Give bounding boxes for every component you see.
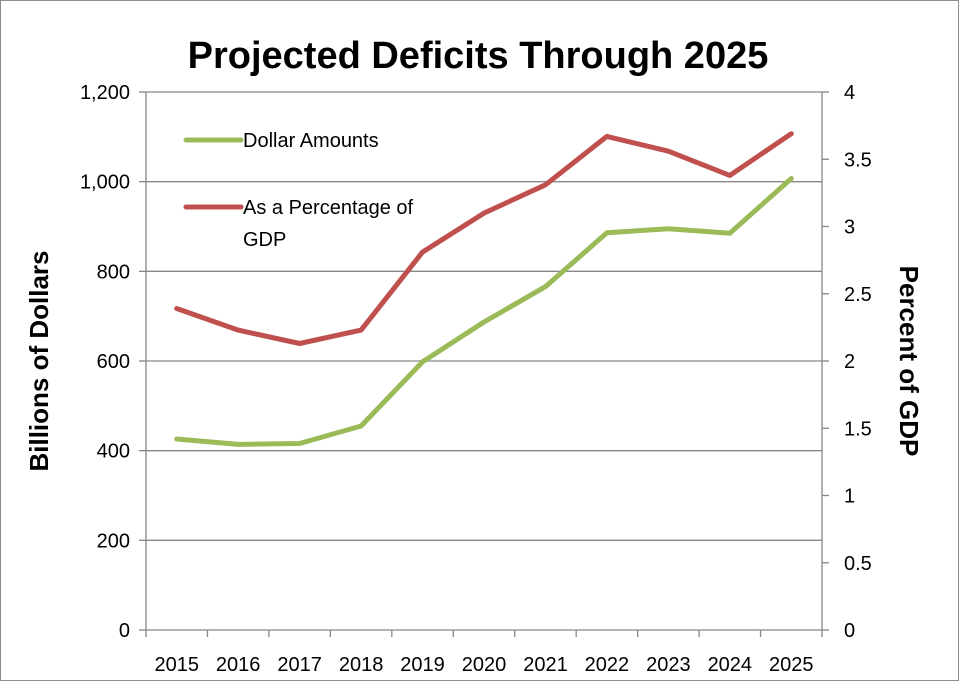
- y-axis-left-title: Billions of Dollars: [24, 250, 54, 471]
- x-tick-label: 2015: [154, 654, 199, 676]
- x-tick-label: 2019: [400, 654, 445, 676]
- right-tick-label: 3.5: [844, 149, 872, 171]
- right-axis-ticks: 0 0.5 1 1.5 2 2.5 3 3.5 4: [822, 82, 872, 642]
- right-tick-label: 2: [844, 351, 855, 373]
- x-tick-label: 2025: [769, 654, 814, 676]
- chart-title: Projected Deficits Through 2025: [188, 35, 769, 77]
- x-tick-label: 2024: [708, 654, 753, 676]
- left-tick-label: 1,000: [80, 172, 130, 194]
- left-tick-label: 600: [97, 351, 130, 373]
- right-tick-label: 0.5: [844, 553, 872, 575]
- series-line: [174, 131, 794, 346]
- left-tick-label: 0: [119, 620, 130, 642]
- legend: Dollar Amounts As a Percentage of GDP: [183, 130, 414, 251]
- x-tick-label: 2016: [216, 654, 261, 676]
- gridlines: [146, 91, 822, 541]
- x-axis-ticks: 2015 2016 2017 2018 2019 2020 2021 2022 2023 2024…: [145, 630, 823, 676]
- left-axis-ticks: 0 200 400 600 800 1,000 1,200: [80, 82, 146, 642]
- legend-label: As a Percentage of: [243, 197, 414, 219]
- series-line: [174, 176, 794, 447]
- x-tick-label: 2023: [646, 654, 691, 676]
- left-tick-label: 200: [97, 530, 130, 552]
- x-tick-label: 2020: [462, 654, 507, 676]
- left-tick-label: 1,200: [80, 82, 130, 104]
- right-tick-label: 1: [844, 486, 855, 508]
- right-tick-label: 4: [844, 82, 855, 104]
- series-lines: [174, 131, 794, 447]
- x-tick-label: 2018: [339, 654, 384, 676]
- x-tick-label: 2022: [585, 654, 630, 676]
- left-tick-label: 400: [97, 441, 130, 463]
- right-tick-label: 0: [844, 620, 855, 642]
- x-tick-label: 2021: [523, 654, 568, 676]
- right-tick-label: 2.5: [844, 284, 872, 306]
- legend-label: Dollar Amounts: [243, 130, 379, 152]
- left-tick-label: 800: [97, 261, 130, 283]
- right-tick-label: 3: [844, 217, 855, 239]
- y-axis-right-title: Percent of GDP: [894, 266, 924, 457]
- x-tick-label: 2017: [277, 654, 322, 676]
- right-tick-label: 1.5: [844, 418, 872, 440]
- legend-label: GDP: [243, 229, 286, 251]
